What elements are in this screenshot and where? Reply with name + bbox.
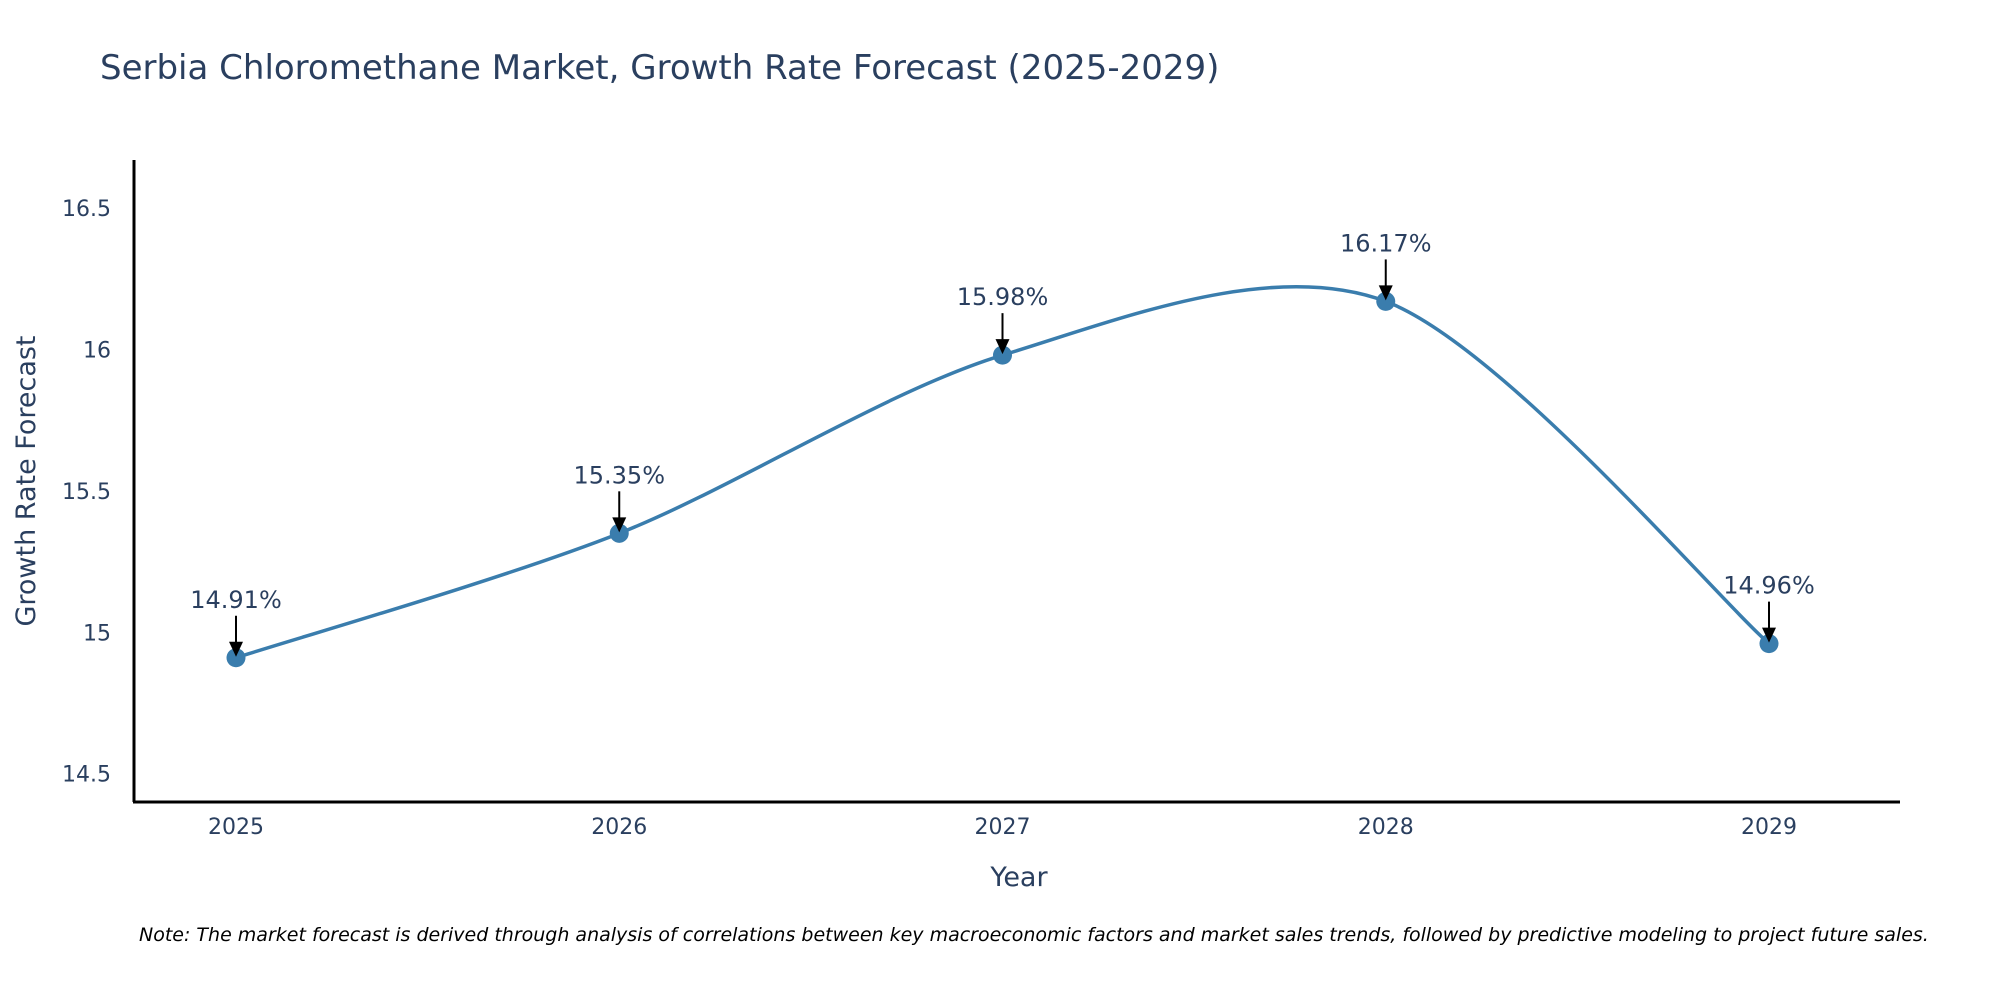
data-label: 15.98% [957,283,1049,311]
y-tick-label: 16 [83,338,111,363]
data-point [609,523,629,543]
y-tick-label: 14.5 [62,763,111,788]
annotation-arrow-head [1378,285,1393,301]
x-ticks: 2025 2026 2027 2028 2029 [208,815,1797,840]
annotation-arrow-head [229,641,243,657]
y-tick-label: 16.5 [62,197,111,222]
x-tick-label: 2025 [208,815,264,840]
x-tick-label: 2028 [1358,815,1414,840]
y-tick-label: 15 [83,621,111,646]
y-ticks: 14.5 15 15.5 16 16.5 [62,197,111,788]
chart-title: Serbia Chloromethane Market, Growth Rate… [100,48,1219,88]
data-markers [226,291,1779,668]
annotation-arrow-head [612,517,627,533]
data-point [1759,634,1779,654]
x-tick-label: 2026 [591,815,647,840]
data-label: 14.91% [190,586,282,614]
data-annotations: 14.91% 15.35% 15.98% 16.17% 14.96% [190,229,1815,657]
data-point [993,345,1012,365]
axes [132,160,1900,804]
data-label: 15.35% [573,461,665,489]
y-tick-label: 15.5 [62,480,111,505]
data-label: 16.17% [1340,229,1432,257]
annotation-arrow-head [995,339,1010,355]
data-point [226,648,246,668]
x-tick-label: 2029 [1741,815,1797,840]
y-axis-title: Growth Rate Forecast [11,335,42,626]
data-label: 14.96% [1723,572,1815,600]
annotation-arrow-head [1762,627,1776,643]
x-axis-title: Year [989,862,1048,893]
forecast-note: Note: The market forecast is derived thr… [139,924,1929,946]
data-point [1376,291,1396,311]
x-tick-label: 2027 [975,815,1031,840]
